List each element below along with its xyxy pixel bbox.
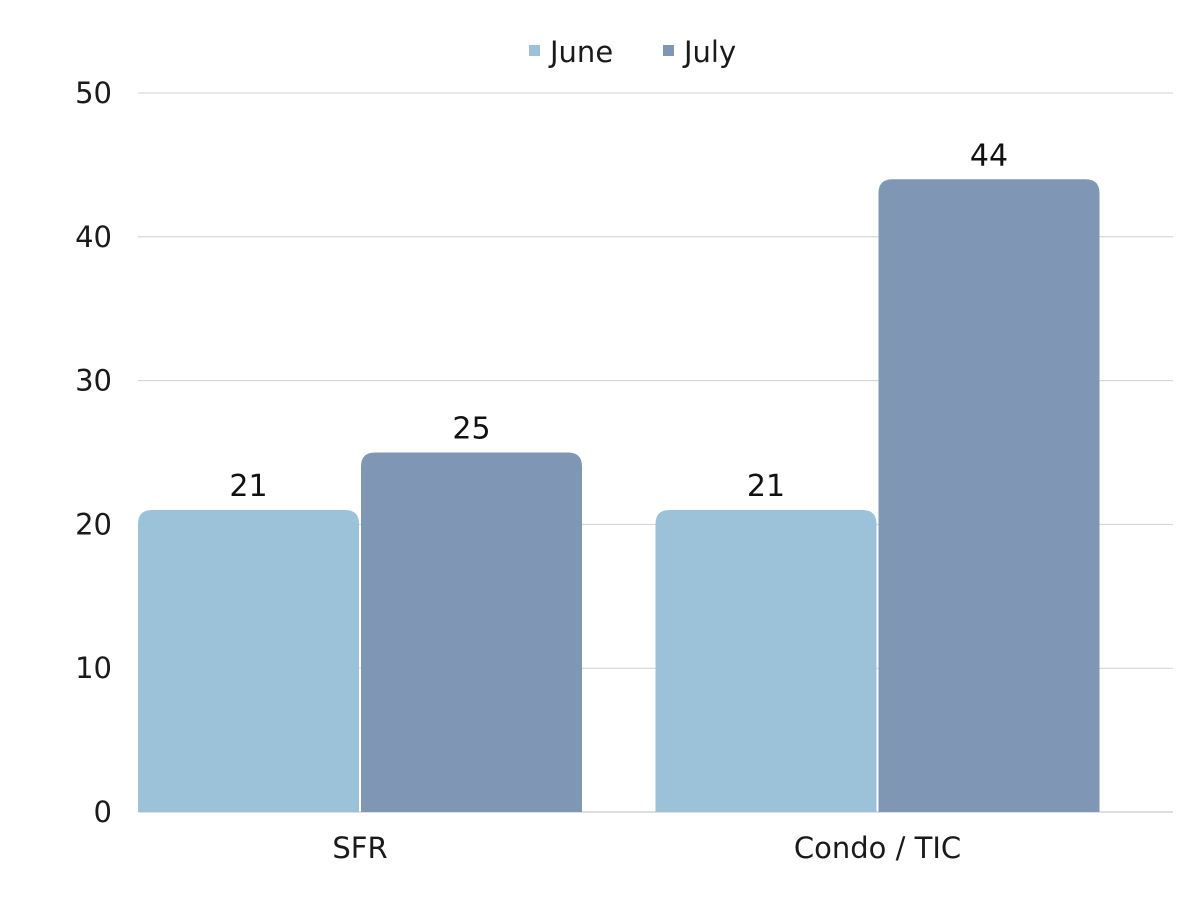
x-category-label: Condo / TIC — [794, 831, 961, 865]
y-tick-label: 30 — [75, 364, 112, 398]
legend-swatch-july — [663, 45, 674, 56]
data-label-june-1: 21 — [229, 469, 267, 504]
legend-swatch-june — [529, 45, 540, 56]
bar-july-2 — [878, 179, 1100, 812]
y-tick-label: 10 — [75, 651, 112, 685]
bar-july-1 — [361, 452, 582, 812]
legend-label-june: June — [548, 35, 613, 69]
y-tick-label: 20 — [75, 507, 112, 541]
data-label-july-2: 44 — [970, 138, 1008, 173]
legend-label-july: July — [682, 35, 736, 69]
bar-june-1 — [138, 510, 359, 812]
bar-june-2 — [655, 510, 877, 812]
y-tick-label: 50 — [75, 76, 112, 110]
y-axis-ticks: 0 10 20 30 40 50 — [75, 76, 112, 829]
x-category-label: SFR — [332, 831, 387, 865]
data-labels: 21 25 21 44 — [229, 138, 1008, 504]
x-axis-categories: SFR Condo / TIC — [332, 831, 961, 865]
data-label-july-1: 25 — [452, 412, 490, 447]
y-tick-label: 0 — [94, 795, 112, 829]
legend: June July — [529, 35, 736, 69]
data-label-june-2: 21 — [747, 469, 785, 504]
y-tick-label: 40 — [75, 220, 112, 254]
bars — [138, 179, 1100, 812]
